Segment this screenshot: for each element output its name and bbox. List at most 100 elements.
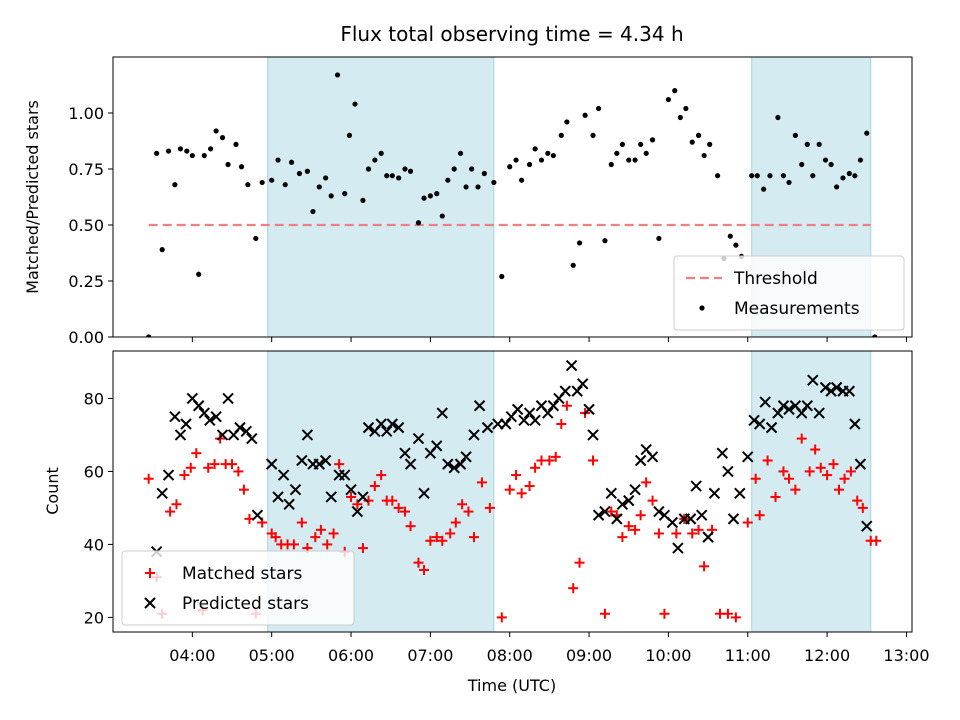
data-point <box>491 179 497 186</box>
data-point <box>507 164 513 170</box>
data-point <box>225 161 231 168</box>
data-point <box>460 451 472 463</box>
data-point <box>545 150 551 156</box>
data-point <box>689 139 695 145</box>
data-point <box>762 455 773 466</box>
chart-title: Flux total observing time = 4.34 h <box>340 22 683 46</box>
data-point <box>772 407 784 419</box>
data-point <box>770 491 781 502</box>
data-point <box>496 612 507 623</box>
data-point <box>810 444 821 455</box>
data-point <box>238 484 249 495</box>
data-point <box>822 157 829 163</box>
data-point <box>500 418 512 430</box>
data-point <box>846 170 852 177</box>
data-point <box>577 378 589 390</box>
x-tick-label: 13:00 <box>883 646 929 665</box>
data-point <box>750 473 761 484</box>
data-point <box>656 235 662 242</box>
data-point <box>804 141 810 147</box>
data-point <box>227 459 238 470</box>
data-point <box>233 141 239 147</box>
data-point <box>753 418 766 430</box>
legend-label: Threshold <box>733 269 818 289</box>
data-point <box>733 242 739 248</box>
data-point <box>695 132 702 138</box>
data-point <box>708 487 721 500</box>
data-point <box>301 429 314 441</box>
data-point <box>328 528 339 539</box>
data-point <box>524 481 535 492</box>
y-tick-label: 20 <box>84 608 104 627</box>
data-point <box>677 114 683 121</box>
data-point <box>275 157 281 163</box>
x-tick-label: 11:00 <box>725 646 771 665</box>
data-point <box>767 173 773 179</box>
data-point <box>427 193 433 199</box>
legend-label: Predicted stars <box>182 594 309 614</box>
data-point <box>196 271 202 277</box>
data-point <box>635 510 646 521</box>
data-point <box>786 179 792 186</box>
data-point <box>538 157 545 163</box>
data-point <box>599 505 611 518</box>
data-point <box>623 521 634 532</box>
data-point <box>203 462 214 473</box>
data-point <box>754 510 765 521</box>
data-point <box>499 273 505 280</box>
data-point <box>634 454 647 467</box>
data-point <box>396 175 402 181</box>
data-point <box>328 193 334 199</box>
data-point <box>270 532 281 543</box>
data-point <box>209 459 220 470</box>
data-point <box>437 535 448 546</box>
data-point <box>815 462 826 473</box>
data-point <box>269 177 275 183</box>
data-point <box>617 532 628 543</box>
data-point <box>649 137 656 143</box>
data-point <box>165 148 172 154</box>
data-point <box>282 182 288 188</box>
data-point <box>550 451 561 462</box>
data-point <box>742 517 753 528</box>
data-point <box>201 152 207 159</box>
data-point <box>722 465 734 478</box>
data-point <box>246 432 258 445</box>
data-point <box>558 132 564 138</box>
data-point <box>576 240 583 246</box>
data-point <box>346 491 357 502</box>
data-point <box>629 483 641 496</box>
legend-label: Matched stars <box>182 564 302 584</box>
data-point <box>519 177 525 183</box>
data-point <box>783 403 795 416</box>
data-point <box>475 184 481 190</box>
data-point <box>484 502 495 513</box>
y-axis-label-ratio: Matched/Predicted stars <box>23 100 42 294</box>
y-tick-label: 80 <box>84 389 104 408</box>
data-point <box>641 477 652 488</box>
data-point <box>852 495 863 506</box>
data-point <box>602 238 608 244</box>
data-point <box>822 470 833 481</box>
data-point <box>381 425 393 437</box>
data-point <box>413 557 424 568</box>
data-point <box>415 220 422 226</box>
data-point <box>570 262 576 268</box>
data-point <box>233 466 244 477</box>
data-point <box>845 466 856 477</box>
data-point <box>352 101 358 107</box>
data-point <box>804 466 815 477</box>
data-point <box>722 608 733 619</box>
data-point <box>418 487 430 500</box>
data-point <box>592 509 605 521</box>
data-point <box>216 429 229 441</box>
data-point <box>777 400 790 412</box>
data-point <box>857 157 864 163</box>
data-point <box>481 170 487 177</box>
data-point <box>463 506 474 517</box>
data-point <box>431 532 442 543</box>
plot-area <box>143 351 882 632</box>
data-point <box>436 407 448 419</box>
data-point <box>360 197 366 203</box>
